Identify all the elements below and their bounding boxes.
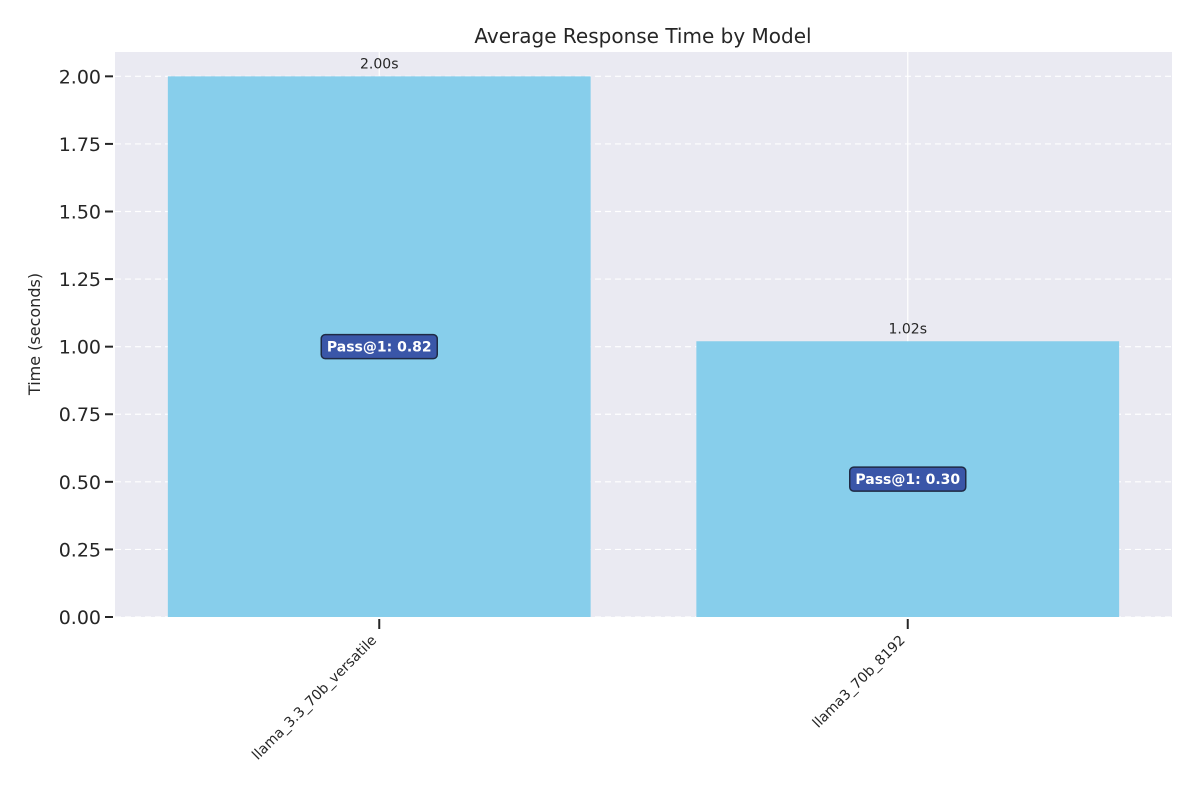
bar-value-label: 1.02s xyxy=(889,321,927,337)
chart-title: Average Response Time by Model xyxy=(474,24,811,48)
x-tick-label: llama_3.3_70b_versatile xyxy=(249,633,380,764)
y-tick-label: 0.75 xyxy=(59,404,101,426)
y-tick-label: 0.50 xyxy=(59,472,101,494)
bar-value-label: 2.00s xyxy=(360,56,398,72)
y-tick-label: 1.50 xyxy=(59,201,101,223)
y-tick-label: 1.00 xyxy=(59,337,101,359)
pass-at-1-badge xyxy=(849,466,967,492)
y-tick-label: 0.00 xyxy=(59,607,101,629)
annotations: 2.00s Pass@1: 0.82 1.02s Pass@1: 0.30 xyxy=(320,56,967,492)
y-tick-label: 1.25 xyxy=(59,269,101,291)
pass-at-1-badge xyxy=(320,333,438,360)
y-tick-label: 2.00 xyxy=(59,66,101,88)
pass-at-1-label: Pass@1: 0.30 xyxy=(855,472,960,488)
x-tick-label: llama3_70b_8192 xyxy=(810,633,909,732)
y-axis-label: Time (seconds) xyxy=(25,273,44,396)
y-tick-label: 0.25 xyxy=(59,539,101,561)
y-tick-label: 1.75 xyxy=(59,134,101,156)
pass-at-1-label: Pass@1: 0.82 xyxy=(327,340,432,356)
